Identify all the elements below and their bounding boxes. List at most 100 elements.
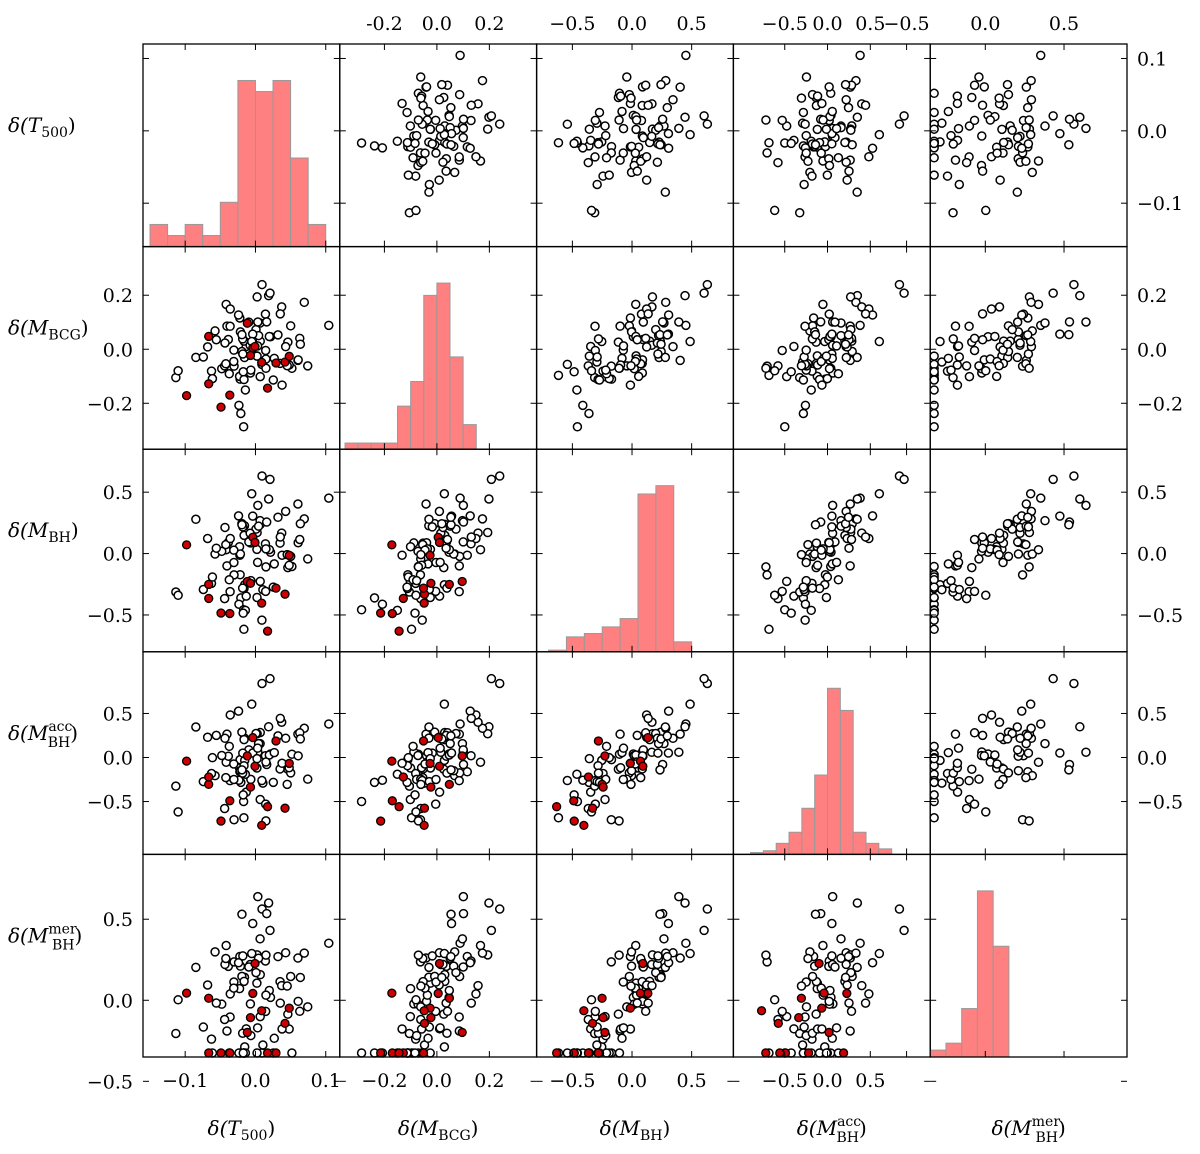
scatter-point-red xyxy=(418,1048,429,1058)
scatter-point-red xyxy=(569,816,579,826)
scatter-point xyxy=(277,380,287,390)
scatter-point xyxy=(844,998,854,1008)
x-tick-label-bottom: 0.0 xyxy=(617,1070,647,1092)
scatter-point-red xyxy=(583,1048,594,1058)
hist-bar xyxy=(290,157,309,248)
scatter-point xyxy=(979,82,990,92)
scatter-point xyxy=(202,342,213,352)
scatter-point xyxy=(441,166,451,176)
scatter-point xyxy=(427,139,438,149)
scatter-point xyxy=(816,148,826,158)
y-tick-label-left: 0.0 xyxy=(103,339,133,361)
scatter-point xyxy=(466,713,477,724)
x-tick-label-top: 0.0 xyxy=(422,13,452,35)
x-axis-label-T500: δ(T500) xyxy=(208,1116,276,1144)
scatter-point xyxy=(656,972,666,983)
scatter-point xyxy=(586,366,597,376)
scatter-point-red xyxy=(376,608,386,618)
scatter-point xyxy=(482,527,493,538)
scatter-point xyxy=(484,494,494,504)
scatter-point xyxy=(280,948,291,958)
scatter-point xyxy=(210,326,220,336)
scatter-point xyxy=(653,748,663,758)
scatter-point-red xyxy=(794,1012,804,1023)
panel-r4-c3 xyxy=(732,853,931,1082)
scatter-point xyxy=(668,94,678,105)
scatter-point xyxy=(969,333,980,344)
panel-frame xyxy=(535,245,735,450)
scatter-point xyxy=(663,748,674,758)
scatter-point xyxy=(626,961,637,971)
y-axis-label-MBHacc: δ(Macc BH) xyxy=(8,719,78,751)
scatter-point xyxy=(1012,317,1023,327)
scatter-point xyxy=(275,713,286,724)
scatter-point-red xyxy=(284,758,294,769)
scatter-point xyxy=(252,743,263,753)
scatter-point-red xyxy=(569,796,579,806)
scatter-point xyxy=(590,115,601,126)
scatter-point xyxy=(239,813,249,823)
scatter-point xyxy=(626,93,636,103)
scatter-point-red xyxy=(775,1048,785,1058)
scatter-point-red xyxy=(284,351,294,361)
scatter-point xyxy=(641,342,652,352)
scatter-point-red xyxy=(257,820,267,831)
scatter-point xyxy=(403,170,414,180)
scatter-point xyxy=(1033,156,1044,166)
scatter-point xyxy=(874,948,885,959)
scatter-point xyxy=(446,951,456,962)
scatter-point xyxy=(827,106,838,117)
scatter-point xyxy=(812,91,823,101)
scatter-point xyxy=(252,753,262,764)
scatter-point xyxy=(680,112,690,123)
scatter-point-red xyxy=(394,626,404,636)
scatter-point xyxy=(769,590,780,601)
scatter-point xyxy=(625,380,636,390)
x-tick-label-bottom: 0.2 xyxy=(474,1070,504,1092)
scatter-point xyxy=(439,699,450,709)
scatter-point xyxy=(211,730,222,741)
scatter-point xyxy=(977,532,988,542)
scatter-point-red xyxy=(204,1048,214,1058)
scatter-point-red xyxy=(262,802,273,812)
scatter-point xyxy=(255,576,265,587)
x-tick-label-top: -0.2 xyxy=(366,13,403,35)
scatter-point xyxy=(237,329,247,340)
scatter-point xyxy=(964,576,975,587)
scatter-point-red xyxy=(419,820,429,831)
scatter-point xyxy=(818,940,828,951)
scatter-point-red xyxy=(387,756,397,766)
scatter-point xyxy=(845,1026,855,1036)
scatter-point xyxy=(437,518,447,529)
scatter-point xyxy=(229,814,239,825)
x-tick-label-top: −0.5 xyxy=(549,13,595,35)
hist-bar xyxy=(878,848,893,855)
scatter-point xyxy=(234,400,244,411)
scatter-point xyxy=(685,336,695,347)
scatter-point xyxy=(969,115,980,126)
scatter-point xyxy=(1040,738,1050,749)
scatter-point xyxy=(843,512,854,523)
scatter-point xyxy=(998,557,1008,568)
scatter-point xyxy=(1064,317,1075,327)
scatter-point xyxy=(761,363,771,374)
scatter-point xyxy=(953,743,964,753)
scatter-point xyxy=(273,512,283,523)
scatter-point xyxy=(295,972,306,983)
scatter-point xyxy=(606,814,617,825)
scatter-point-red xyxy=(418,736,429,746)
scatter-point xyxy=(992,148,1002,158)
scatter-point xyxy=(657,114,668,125)
scatter-point-red xyxy=(262,383,273,393)
scatter-point xyxy=(356,796,367,807)
scatter-point xyxy=(874,489,885,499)
scatter-point xyxy=(225,710,235,720)
scatter-point xyxy=(258,1040,268,1050)
scatter-point xyxy=(942,171,953,181)
scatter-point xyxy=(655,765,665,775)
scatter-point xyxy=(702,279,713,290)
scatter-point xyxy=(1048,673,1058,684)
hist-bar xyxy=(436,282,451,450)
scatter-point-red xyxy=(387,988,397,998)
scatter-point xyxy=(173,807,183,817)
